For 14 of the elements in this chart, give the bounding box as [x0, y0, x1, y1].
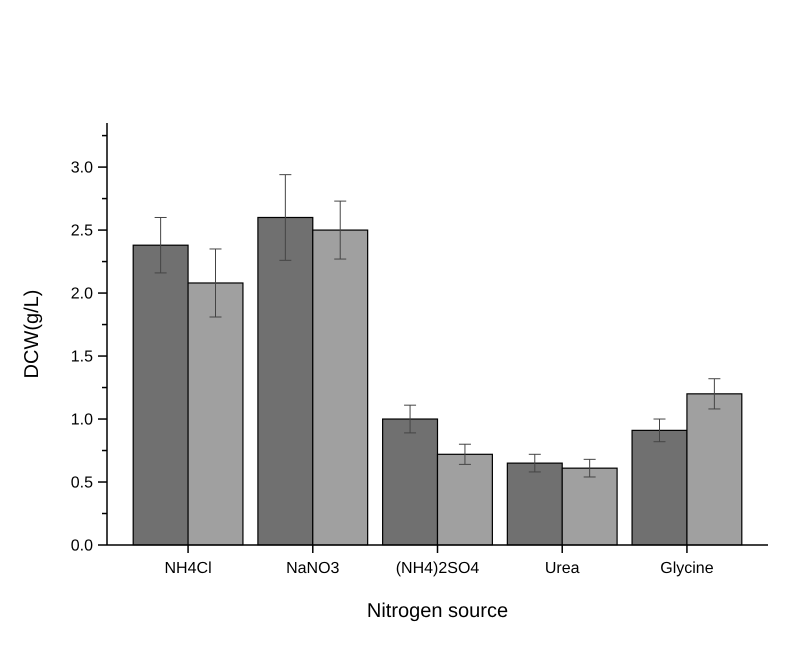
y-tick-label: 2.5	[70, 222, 94, 240]
y-tick-label: 2.0	[70, 286, 94, 303]
y-tick-label: 3.0	[70, 160, 94, 177]
x-tick-label: Glycine	[660, 560, 714, 577]
x-tick-label: NaNO3	[286, 560, 340, 577]
y-axis-title: DCW(g/L)	[21, 290, 43, 378]
x-tick-label: (NH4)2SO4	[396, 560, 480, 577]
x-tick-label: NH4Cl	[164, 560, 212, 577]
y-tick-label: 1.0	[70, 412, 94, 429]
y-tick-label: 0.5	[70, 474, 94, 492]
y-tick-label: 1.5	[70, 348, 94, 366]
x-axis-title: Nitrogen source	[366, 600, 508, 622]
y-tick-label: 0.0	[70, 538, 94, 555]
x-tick-label: Urea	[544, 560, 580, 577]
